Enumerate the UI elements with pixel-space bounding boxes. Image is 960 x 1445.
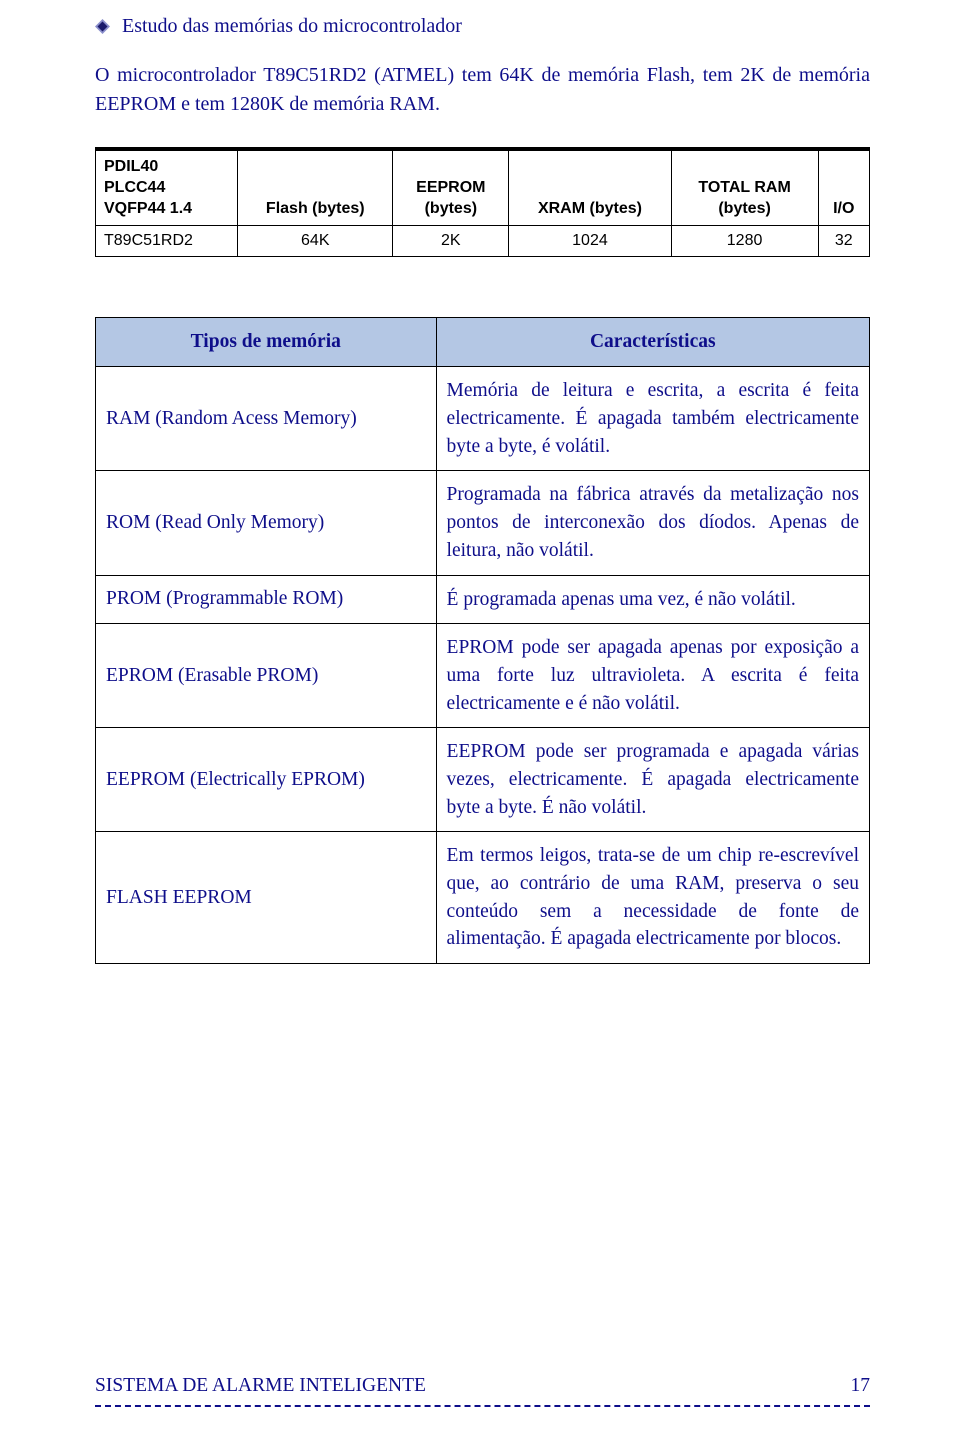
spec-td-io: 32 [818, 226, 870, 257]
spec-th-eeprom-text: EEPROM (bytes) [416, 179, 485, 217]
spec-table-header-row: PDIL40 PLCC44 VQFP44 1.4 Flash (bytes) E… [96, 149, 870, 226]
mem-desc-cell: EPROM pode ser apagada apenas por exposi… [436, 624, 869, 728]
mem-table-row: FLASH EEPROM Em termos leigos, trata-se … [96, 832, 870, 964]
spec-th-eeprom: EEPROM (bytes) [393, 149, 509, 226]
spec-td-flash: 64K [238, 226, 393, 257]
mem-table-row: ROM (Read Only Memory) Programada na fáb… [96, 471, 870, 575]
mem-table-header-row: Tipos de memória Características [96, 318, 870, 367]
mem-desc-cell: Em termos leigos, trata-se de um chip re… [436, 832, 869, 964]
mem-th-desc: Características [436, 318, 869, 367]
spec-td-eeprom: 2K [393, 226, 509, 257]
spec-td-totalram: 1280 [671, 226, 818, 257]
memory-types-table: Tipos de memória Características RAM (Ra… [95, 317, 870, 964]
mem-type-cell: EEPROM (Electrically EPROM) [96, 728, 437, 832]
page-footer: SISTEMA DE ALARME INTELIGENTE 17 [95, 1375, 870, 1397]
spec-table-row: T89C51RD2 64K 2K 1024 1280 32 [96, 226, 870, 257]
spec-th-flash: Flash (bytes) [238, 149, 393, 226]
spec-td-part: T89C51RD2 [96, 226, 238, 257]
mem-type-cell: EPROM (Erasable PROM) [96, 624, 437, 728]
mem-type-cell: PROM (Programmable ROM) [96, 575, 437, 624]
mem-table-row: RAM (Random Acess Memory) Memória de lei… [96, 367, 870, 471]
mem-desc-cell: É programada apenas uma vez, é não volát… [436, 575, 869, 624]
mem-table-row: EPROM (Erasable PROM) EPROM pode ser apa… [96, 624, 870, 728]
mem-table-row: PROM (Programmable ROM) É programada ape… [96, 575, 870, 624]
spec-th-package: PDIL40 PLCC44 VQFP44 1.4 [96, 149, 238, 226]
mem-desc-cell: Programada na fábrica através da metaliz… [436, 471, 869, 575]
mem-type-cell: RAM (Random Acess Memory) [96, 367, 437, 471]
spec-th-totalram-text: TOTAL RAM (bytes) [698, 179, 790, 217]
intro-paragraph: O microcontrolador T89C51RD2 (ATMEL) tem… [95, 61, 870, 119]
mem-desc-cell: EEPROM pode ser programada e apagada vár… [436, 728, 869, 832]
footer-page-number: 17 [851, 1375, 871, 1397]
spec-th-io: I/O [818, 149, 870, 226]
spec-th-xram: XRAM (bytes) [509, 149, 671, 226]
section-heading-text: Estudo das memórias do microcontrolador [122, 15, 462, 38]
section-heading-row: Estudo das memórias do microcontrolador [95, 15, 870, 39]
spec-table: PDIL40 PLCC44 VQFP44 1.4 Flash (bytes) E… [95, 147, 870, 257]
diamond-bullet-icon [95, 19, 110, 39]
mem-desc-cell: Memória de leitura e escrita, a escrita … [436, 367, 869, 471]
mem-type-cell: FLASH EEPROM [96, 832, 437, 964]
footer-dashed-line [95, 1405, 870, 1407]
footer-title: SISTEMA DE ALARME INTELIGENTE [95, 1375, 426, 1397]
mem-type-cell: ROM (Read Only Memory) [96, 471, 437, 575]
spec-th-totalram: TOTAL RAM (bytes) [671, 149, 818, 226]
spec-td-xram: 1024 [509, 226, 671, 257]
spec-th-package-text: PDIL40 PLCC44 VQFP44 1.4 [104, 157, 229, 219]
mem-th-type: Tipos de memória [96, 318, 437, 367]
mem-table-row: EEPROM (Electrically EPROM) EEPROM pode … [96, 728, 870, 832]
